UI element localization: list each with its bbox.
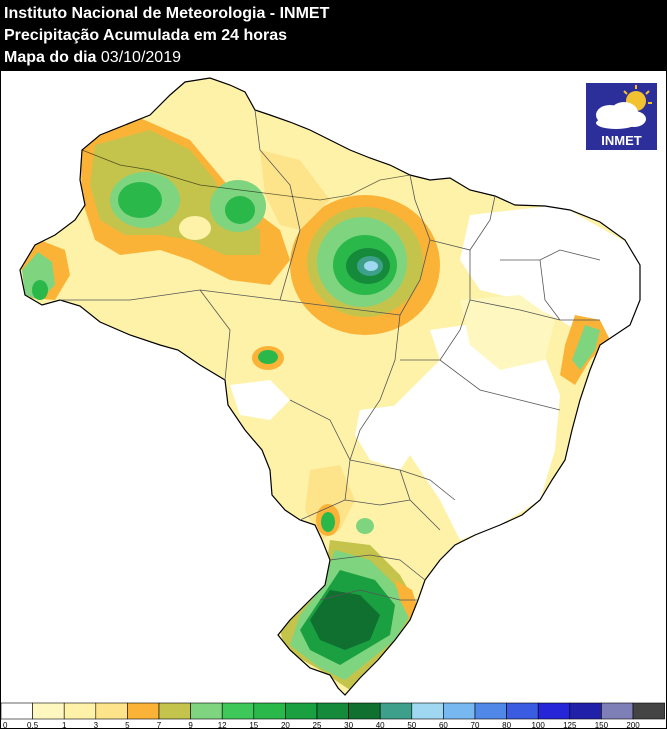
- legend-label: 30: [344, 721, 353, 730]
- legend-swatch: [601, 702, 634, 720]
- legend-swatch: [506, 702, 539, 720]
- legend-label: 0.5: [27, 721, 39, 730]
- precipitation-fill: [19, 77, 641, 696]
- legend-swatch: [127, 702, 160, 720]
- legend-label: 125: [563, 721, 577, 730]
- legend-swatch: [32, 702, 65, 720]
- legend-label: 20: [281, 721, 290, 730]
- legend-swatch: [95, 702, 128, 720]
- precipitation-map: [19, 77, 641, 696]
- date-value: 03/10/2019: [100, 49, 181, 66]
- legend-label: 7: [157, 721, 162, 730]
- date-line: Mapa do dia 03/10/2019: [4, 48, 181, 68]
- legend-swatch: [379, 702, 413, 720]
- product-title: Precipitação Acumulada em 24 horas: [4, 27, 288, 44]
- legend-label: 15: [249, 721, 258, 730]
- legend-label: 50: [407, 721, 416, 730]
- legend-label: 150: [595, 721, 609, 730]
- legend-label: 9: [188, 721, 193, 730]
- legend-label: 70: [471, 721, 480, 730]
- legend-swatch: [411, 702, 444, 720]
- precipitation-legend: 0 0.5 1 3 5 7 9 12 15 20 25 30 40 50 60 70 80 100 125 150 20…: [0, 702, 665, 730]
- legend-label: 80: [502, 721, 511, 730]
- map-header: Instituto Nacional de Meteorologia - INM…: [0, 0, 667, 71]
- legend-swatch: [285, 702, 318, 720]
- legend-swatch: [158, 702, 191, 720]
- legend-label: 40: [376, 721, 385, 730]
- legend-label: 0: [3, 721, 8, 730]
- legend-swatch: [537, 702, 571, 720]
- legend-swatch: [63, 702, 97, 720]
- legend-swatch: [443, 702, 476, 720]
- legend-label: 200: [626, 721, 640, 730]
- legend-swatch: [221, 702, 255, 720]
- legend-swatch: [474, 702, 507, 720]
- legend-swatch: [0, 702, 33, 720]
- legend-label: 1: [62, 721, 67, 730]
- legend-label: 25: [313, 721, 322, 730]
- legend-label: 12: [218, 721, 227, 730]
- legend-label: 5: [125, 721, 130, 730]
- legend-label: 3: [94, 721, 99, 730]
- state-borders: [60, 109, 601, 601]
- inmet-logo: INMET: [586, 83, 657, 150]
- legend-swatch: [569, 702, 602, 720]
- institute-title: Instituto Nacional de Meteorologia - INM…: [4, 5, 330, 22]
- date-label: Mapa do dia: [4, 49, 97, 66]
- logo-text: INMET: [601, 133, 642, 148]
- legend-swatch: [632, 702, 665, 720]
- legend-label: 100: [532, 721, 546, 730]
- rivers: [81, 149, 411, 201]
- legend-swatch: [190, 702, 223, 720]
- legend-swatch: [348, 702, 381, 720]
- legend-swatch: [253, 702, 286, 720]
- legend-swatch: [316, 702, 349, 720]
- legend-label: 60: [439, 721, 448, 730]
